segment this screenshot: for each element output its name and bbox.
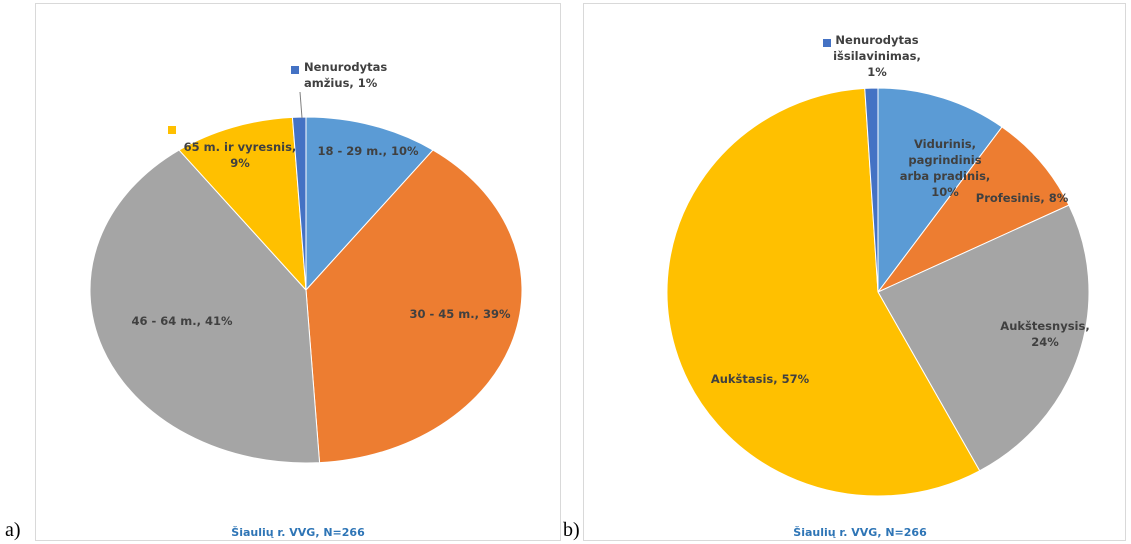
data-label: Profesinis, 8% (976, 191, 1069, 205)
pie-slice (666, 87, 981, 497)
legend-key (823, 39, 831, 47)
pie-slice (877, 204, 1090, 472)
data-label: Aukštasis, 57% (711, 372, 810, 386)
leader-line (299, 91, 303, 119)
legend-key (168, 126, 176, 134)
pie-slice (305, 149, 523, 464)
legend-key (291, 66, 299, 74)
footer: Šiaulių r. VVG, N=266 (231, 526, 365, 539)
pie-slice (877, 87, 1003, 294)
data-label: 46 - 64 m., 41% (131, 314, 233, 328)
data-label: Nenurodytas išsilavinimas, 1% (833, 33, 921, 79)
pie-slice (178, 116, 307, 292)
data-label: 30 - 45 m., 39% (409, 307, 511, 321)
panel-label: b) (563, 519, 580, 541)
data-label: Aukštesnysis, 24% (1000, 319, 1089, 349)
pie-slice (877, 126, 1070, 293)
pie-slice (864, 87, 879, 293)
footer: Šiaulių r. VVG, N=266 (793, 526, 927, 539)
data-label: Vidurinis, pagrindinis arba pradinis, 10% (900, 137, 991, 199)
pie-slice (305, 116, 434, 292)
pie-slice (291, 116, 307, 291)
panel-label: a) (5, 519, 21, 541)
data-label: 65 m. ir vyresnis, 9% (184, 140, 297, 170)
data-label: Nenurodytas amžius, 1% (304, 60, 387, 90)
pie-slice (89, 149, 321, 464)
data-label: 18 - 29 m., 10% (317, 144, 419, 158)
